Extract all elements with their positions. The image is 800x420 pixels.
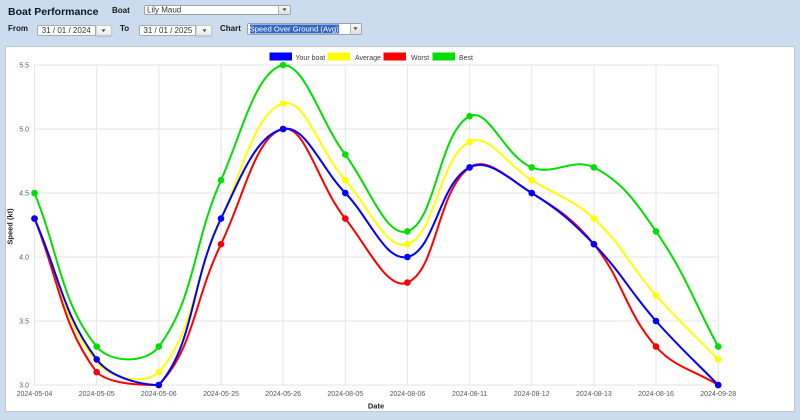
svg-text:3.0: 3.0 <box>19 382 29 389</box>
svg-text:3.5: 3.5 <box>19 318 29 325</box>
svg-text:Best: Best <box>459 55 473 62</box>
svg-text:4.0: 4.0 <box>19 254 29 261</box>
svg-text:Average: Average <box>355 55 381 62</box>
svg-text:2024-05-26: 2024-05-26 <box>265 391 301 398</box>
svg-text:Your boat: Your boat <box>296 55 326 62</box>
svg-text:4.5: 4.5 <box>19 190 29 197</box>
svg-text:5.5: 5.5 <box>19 62 29 69</box>
svg-text:2024-08-06: 2024-08-06 <box>389 391 425 398</box>
svg-text:5.0: 5.0 <box>19 126 29 133</box>
svg-text:Speed (kt): Speed (kt) <box>6 208 15 245</box>
svg-text:Worst: Worst <box>411 55 429 62</box>
svg-text:2024-09-28: 2024-09-28 <box>700 391 736 398</box>
svg-text:2024-05-05: 2024-05-05 <box>79 391 115 398</box>
svg-text:2024-08-13: 2024-08-13 <box>576 391 612 398</box>
svg-text:2024-08-11: 2024-08-11 <box>452 391 487 398</box>
svg-text:2024-08-05: 2024-08-05 <box>327 391 363 398</box>
svg-text:2024-08-16: 2024-08-16 <box>638 391 674 398</box>
svg-text:2024-05-25: 2024-05-25 <box>203 391 239 398</box>
svg-text:2024-05-04: 2024-05-04 <box>17 391 53 398</box>
svg-text:Date: Date <box>368 402 384 411</box>
svg-text:2024-08-12: 2024-08-12 <box>514 391 550 398</box>
svg-text:2024-05-06: 2024-05-06 <box>141 391 177 398</box>
